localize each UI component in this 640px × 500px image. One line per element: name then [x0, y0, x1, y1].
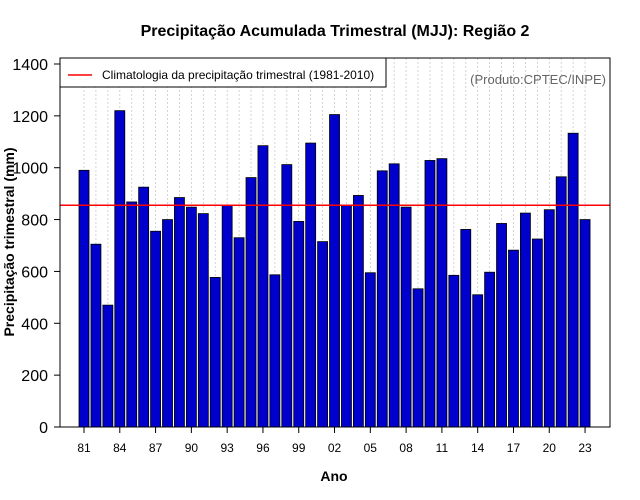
- y-tick-label: 1000: [12, 161, 48, 178]
- bar-1986: [138, 186, 150, 428]
- bar-2020: [543, 209, 555, 428]
- bar-2006: [376, 170, 388, 428]
- bar-1996: [257, 145, 269, 428]
- bar-2022: [567, 132, 579, 428]
- bar-2013: [460, 229, 472, 428]
- x-tick-label: 96: [256, 441, 270, 455]
- bar-1982: [90, 243, 102, 428]
- y-tick-label: 1400: [12, 57, 48, 74]
- bar-2003: [341, 204, 352, 428]
- bar-1988: [162, 219, 173, 428]
- bar-1981: [78, 169, 90, 428]
- bar-2000: [305, 142, 317, 428]
- bar-2021: [555, 176, 567, 428]
- y-tick-label: 0: [39, 420, 48, 437]
- bar-2005: [364, 272, 376, 428]
- y-tick-label: 200: [21, 368, 48, 385]
- x-tick-label: 93: [220, 441, 234, 455]
- bar-2009: [412, 288, 424, 428]
- bar-2017: [508, 249, 519, 428]
- bar-2010: [424, 160, 436, 428]
- legend-label: Climatologia da precipitação trimestral …: [102, 68, 374, 82]
- bar-1992: [209, 276, 221, 428]
- y-tick-label: 800: [21, 213, 48, 230]
- bar-2007: [388, 163, 400, 428]
- x-tick-label: 02: [328, 441, 342, 455]
- bar-2002: [329, 114, 340, 428]
- bars: [78, 110, 591, 428]
- x-tick-label: 90: [185, 441, 199, 455]
- bar-2008: [400, 206, 412, 428]
- x-tick-label: 05: [364, 441, 378, 455]
- bar-2004: [352, 195, 364, 428]
- bar-1985: [126, 201, 138, 428]
- x-tick-label: 99: [292, 441, 306, 455]
- bar-1989: [174, 197, 185, 428]
- x-axis: 81 84 87 90 93 96 99 02 05 08 11 14 17 20 23: [77, 427, 592, 455]
- x-tick-label: 20: [543, 441, 557, 455]
- bar-2014: [472, 294, 484, 428]
- chart-title: Precipitação Acumulada Trimestral (MJJ):…: [141, 23, 530, 40]
- bar-1995: [245, 177, 257, 428]
- x-axis-label: Ano: [320, 468, 347, 484]
- x-tick-label: 14: [471, 441, 485, 455]
- y-axis-label: Precipitação trimestral (mm): [1, 147, 17, 336]
- y-tick-label: 400: [21, 316, 48, 333]
- x-tick-label: 23: [578, 441, 592, 455]
- credit-text: (Produto:CPTEC/INPE): [470, 72, 606, 87]
- bar-1997: [269, 274, 281, 428]
- bar-1999: [293, 220, 305, 428]
- bar-2011: [436, 158, 448, 428]
- bar-1991: [197, 213, 209, 428]
- x-tick-label: 81: [77, 441, 91, 455]
- y-axis: 0 200 400 600 800 1000 1200 1400: [12, 57, 60, 437]
- bar-2012: [448, 274, 460, 428]
- bar-2023: [579, 219, 591, 428]
- y-tick-label: 1200: [12, 109, 48, 126]
- x-tick-label: 11: [436, 441, 449, 455]
- bar-2001: [317, 241, 329, 428]
- legend-box: [59, 57, 387, 88]
- bar-1994: [233, 237, 245, 428]
- x-tick-label: 17: [507, 441, 521, 455]
- bar-1983: [102, 304, 114, 428]
- bar-1987: [150, 230, 161, 428]
- y-tick-label: 600: [21, 264, 48, 281]
- bar-1993: [221, 204, 233, 428]
- bar-1984: [114, 110, 126, 428]
- bar-1990: [185, 206, 197, 428]
- x-tick-label: 08: [399, 441, 413, 455]
- x-tick-label: 84: [113, 441, 127, 455]
- bar-1998: [281, 164, 293, 428]
- bar-2015: [484, 271, 496, 428]
- x-tick-label: 87: [149, 441, 163, 455]
- bar-2018: [520, 212, 531, 428]
- bar-2019: [531, 238, 543, 428]
- legend: Climatologia da precipitação trimestral …: [59, 57, 387, 88]
- bar-2016: [496, 223, 507, 428]
